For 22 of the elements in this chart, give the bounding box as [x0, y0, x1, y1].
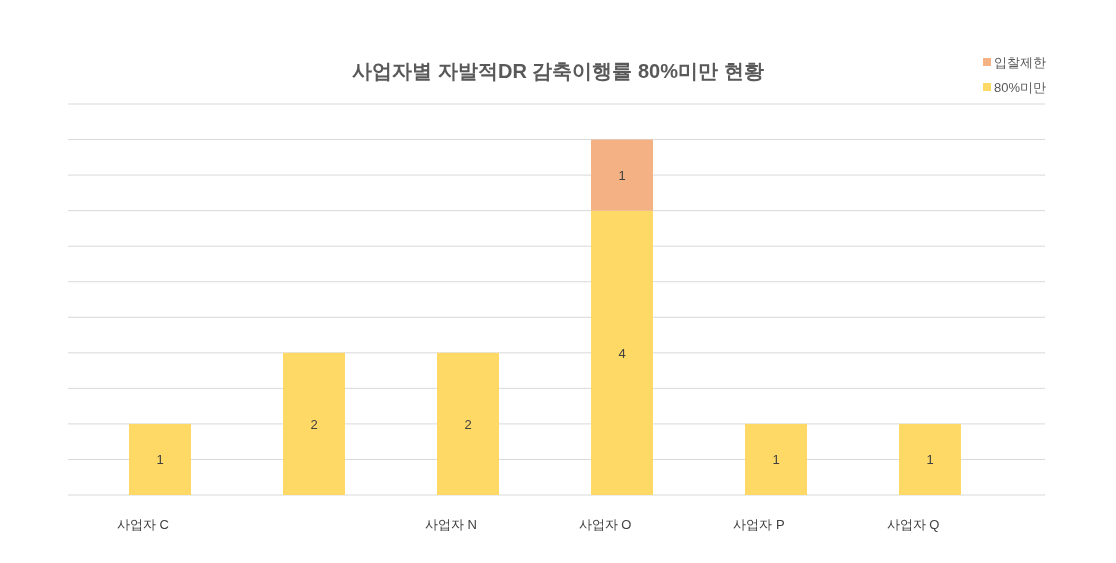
x-tick-label: 사업자 Q — [886, 517, 940, 532]
data-label: 1 — [156, 452, 164, 468]
bar — [129, 423, 191, 495]
chart-title: 사업자별 자발적DR 감축이행률 80%미만 현황 — [352, 60, 764, 82]
data-label: 2 — [310, 416, 318, 432]
data-label: 4 — [618, 345, 626, 361]
data-label: 1 — [618, 168, 626, 184]
data-label: 2 — [464, 416, 472, 432]
bar — [437, 352, 499, 495]
bar — [591, 139, 653, 211]
data-label: 1 — [772, 452, 780, 468]
x-tick-label: 사업자 C — [117, 517, 169, 532]
x-tick-label: 사업자 O — [578, 517, 632, 532]
data-label: 1 — [926, 452, 934, 468]
legend-label: 입찰제한 — [994, 55, 1046, 70]
bar — [745, 423, 807, 495]
legend-label: 80%미만 — [994, 80, 1047, 95]
bar — [283, 352, 345, 495]
bar — [591, 210, 653, 495]
bar — [899, 423, 961, 495]
x-tick-label: 사업자 N — [425, 517, 477, 532]
x-tick-label: 사업자 P — [733, 517, 785, 532]
